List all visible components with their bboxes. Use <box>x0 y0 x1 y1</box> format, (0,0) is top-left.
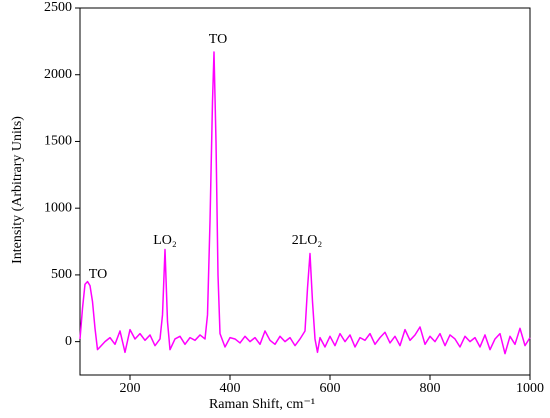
x-axis-label: Raman Shift, cm⁻¹ <box>209 397 315 412</box>
peak-annotation: 2LO₂ <box>292 233 323 248</box>
x-tick-label: 800 <box>420 381 441 396</box>
x-tick-label: 200 <box>120 381 141 396</box>
plot-frame <box>79 7 531 376</box>
x-tick-label: 400 <box>220 381 241 396</box>
y-axis-label: Intensity (Arbitrary Units) <box>10 116 25 264</box>
peak-annotation: TO <box>209 32 227 47</box>
y-tick-label: 1000 <box>44 200 72 215</box>
y-tick-label: 500 <box>51 267 72 282</box>
y-tick-label: 1500 <box>44 134 72 149</box>
x-tick-label: 1000 <box>516 381 544 396</box>
y-tick-label: 2500 <box>44 0 72 15</box>
peak-annotation: LO₂ <box>153 233 177 248</box>
peak-annotation: TO <box>89 267 107 282</box>
y-tick-label: 0 <box>65 334 72 349</box>
spectrum-line <box>79 51 531 355</box>
y-tick-label: 2000 <box>44 67 72 82</box>
x-tick-label: 600 <box>320 381 341 396</box>
